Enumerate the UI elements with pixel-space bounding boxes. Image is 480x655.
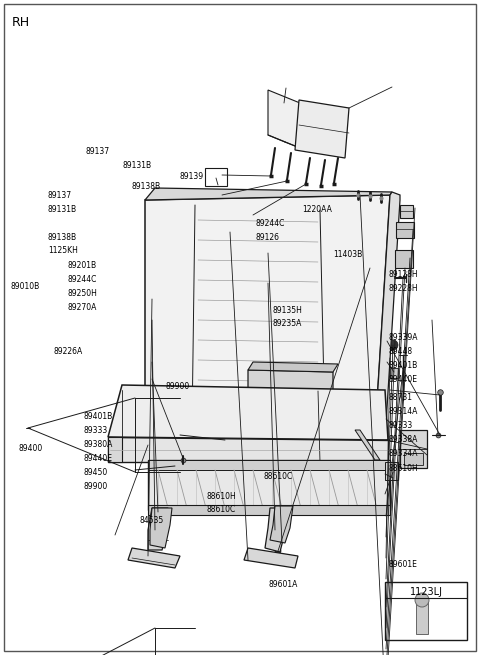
Text: 89139: 89139: [180, 172, 204, 181]
Polygon shape: [148, 460, 390, 470]
Text: 89333: 89333: [389, 421, 413, 430]
Polygon shape: [108, 437, 122, 462]
Text: 89314A: 89314A: [389, 407, 418, 416]
Text: RH: RH: [12, 16, 30, 29]
Polygon shape: [145, 188, 392, 200]
Polygon shape: [390, 368, 398, 378]
Text: 89228H: 89228H: [389, 284, 419, 293]
Circle shape: [388, 340, 398, 350]
Text: 11403B: 11403B: [333, 250, 362, 259]
Text: 89401B: 89401B: [84, 412, 113, 421]
Polygon shape: [355, 430, 380, 460]
Text: 1123LJ: 1123LJ: [409, 587, 443, 597]
Text: 89137: 89137: [48, 191, 72, 200]
Text: 1125KH: 1125KH: [48, 246, 78, 255]
Text: 89250H: 89250H: [67, 289, 97, 298]
Text: 89601A: 89601A: [268, 580, 298, 590]
Polygon shape: [148, 460, 390, 510]
Polygon shape: [108, 385, 388, 440]
Text: 89138B: 89138B: [48, 233, 77, 242]
Text: 89448: 89448: [389, 347, 413, 356]
Polygon shape: [128, 548, 180, 568]
Text: 89338A: 89338A: [389, 435, 418, 444]
Text: 89244C: 89244C: [256, 219, 285, 228]
Text: 89900: 89900: [166, 382, 190, 391]
Text: 1220AA: 1220AA: [302, 205, 332, 214]
Bar: [385, 582, 467, 640]
Text: 89270A: 89270A: [67, 303, 96, 312]
Polygon shape: [385, 462, 398, 480]
Text: 89440E: 89440E: [389, 375, 418, 384]
Polygon shape: [396, 222, 414, 238]
Text: 89401B: 89401B: [389, 361, 418, 370]
Text: 89601E: 89601E: [389, 560, 418, 569]
Text: 89131B: 89131B: [122, 161, 152, 170]
Text: 89380A: 89380A: [84, 440, 113, 449]
Polygon shape: [248, 362, 338, 372]
Text: 89128H: 89128H: [389, 270, 419, 279]
Text: 88610C: 88610C: [264, 472, 293, 481]
Polygon shape: [248, 370, 333, 427]
Text: 89010B: 89010B: [11, 282, 40, 291]
Polygon shape: [108, 437, 388, 462]
Text: 89900: 89900: [84, 481, 108, 491]
Bar: [205, 168, 227, 186]
Text: 89126: 89126: [256, 233, 280, 242]
Polygon shape: [400, 205, 413, 218]
Text: 89201B: 89201B: [67, 261, 96, 271]
Polygon shape: [400, 430, 427, 468]
Text: 89334A: 89334A: [389, 449, 418, 458]
Circle shape: [275, 548, 281, 554]
Text: 89244C: 89244C: [67, 275, 96, 284]
Polygon shape: [265, 508, 288, 552]
Text: 89137: 89137: [85, 147, 109, 157]
Polygon shape: [148, 505, 390, 515]
Polygon shape: [270, 506, 293, 543]
Text: 88731: 88731: [389, 393, 413, 402]
Text: 89138B: 89138B: [131, 182, 160, 191]
Text: 89440E: 89440E: [84, 454, 113, 463]
Polygon shape: [375, 192, 400, 440]
Polygon shape: [268, 90, 300, 148]
Polygon shape: [395, 250, 413, 268]
Circle shape: [415, 593, 429, 607]
Text: 89131B: 89131B: [48, 205, 77, 214]
Polygon shape: [148, 508, 168, 550]
Text: 88610C: 88610C: [206, 505, 236, 514]
Text: 88610H: 88610H: [206, 492, 236, 501]
Polygon shape: [404, 453, 423, 465]
Polygon shape: [295, 100, 349, 158]
Text: 89400: 89400: [18, 444, 43, 453]
Text: 89226A: 89226A: [54, 347, 83, 356]
Text: 89235A: 89235A: [272, 319, 301, 328]
Text: 84535: 84535: [139, 516, 163, 525]
Polygon shape: [150, 508, 172, 548]
Text: 89339A: 89339A: [389, 333, 418, 343]
Text: 89135H: 89135H: [272, 306, 302, 315]
Text: 89450: 89450: [84, 468, 108, 477]
Bar: [416, 602, 428, 634]
Text: 89333: 89333: [84, 426, 108, 435]
Text: 88610H: 88610H: [389, 464, 419, 473]
Polygon shape: [244, 548, 298, 568]
Polygon shape: [145, 195, 390, 435]
